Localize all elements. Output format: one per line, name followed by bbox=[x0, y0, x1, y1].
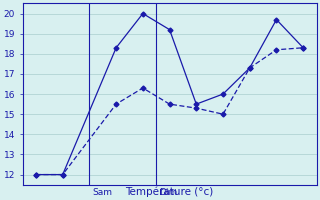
X-axis label: Température (°c): Température (°c) bbox=[125, 186, 214, 197]
Text: Sam: Sam bbox=[92, 188, 112, 197]
Text: Dim: Dim bbox=[159, 188, 177, 197]
